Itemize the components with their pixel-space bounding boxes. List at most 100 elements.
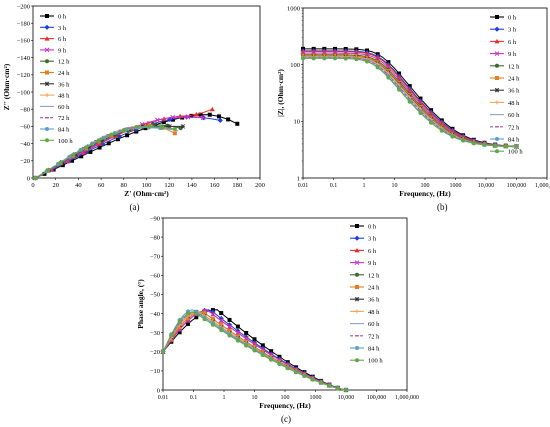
data-point: [269, 357, 274, 362]
x-axis-label: Frequency, (Hz): [259, 401, 311, 410]
x-tick-label: 200: [255, 182, 265, 189]
data-point: [155, 117, 160, 123]
legend-label: 9 h: [508, 51, 517, 58]
legend-marker: [495, 76, 499, 80]
legend-label: 72 h: [368, 333, 380, 340]
data-point: [185, 114, 191, 120]
legend-label: 48 h: [508, 100, 520, 107]
legend-marker: [355, 309, 359, 314]
data-point: [202, 317, 207, 322]
data-point: [439, 128, 444, 133]
data-point: [180, 124, 186, 129]
panel-a-nyquist: 0 20 40 60 80 100 120 140 160 180 200 0 −20 −40 −60 −80…: [2, 3, 265, 212]
x-tick-label: 1,000,000: [395, 395, 419, 401]
data-point: [147, 124, 152, 129]
data-point: [227, 333, 232, 338]
data-point: [260, 343, 265, 348]
y-tick-label: −80: [150, 234, 160, 241]
data-point: [327, 383, 332, 388]
data-point: [335, 386, 340, 391]
legend-label: 36 h: [58, 81, 70, 88]
data-point: [294, 370, 299, 375]
panel-b-bode-modulus: 0.01 0.1 1 10 100 1000 10,000 100,000 1,000,000 1…: [276, 5, 550, 212]
data-point: [235, 324, 240, 329]
legend-label: 48 h: [58, 93, 70, 100]
data-point: [194, 315, 199, 320]
data-point: [343, 56, 348, 61]
data-point: [172, 126, 177, 131]
legend-label: 36 h: [368, 297, 380, 304]
legend-label: 100 h: [368, 358, 383, 365]
data-point: [514, 144, 519, 149]
y-axis-label: Z'' (Ohm·cm²): [2, 63, 11, 110]
data-point: [397, 87, 402, 92]
legend-label: 9 h: [368, 260, 377, 267]
data-point: [45, 168, 50, 173]
data-point: [122, 127, 127, 132]
data-point: [177, 330, 182, 335]
legend-marker: [45, 127, 49, 131]
data-point: [226, 117, 231, 122]
data-point: [193, 111, 199, 117]
legend-label: 84 h: [368, 346, 380, 353]
data-point: [167, 116, 173, 123]
data-point: [269, 349, 274, 354]
legend-marker: [354, 260, 360, 265]
data-point: [235, 330, 241, 336]
legend-label: 6 h: [368, 248, 377, 255]
panel-label: (c): [281, 414, 291, 424]
x-axis-label: Frequency, (Hz): [399, 189, 451, 198]
data-point: [207, 112, 212, 117]
y-tick-label: −20: [20, 158, 30, 165]
legend-label: 0 h: [368, 224, 377, 231]
legend-marker: [45, 138, 49, 143]
legend-label: 3 h: [508, 27, 517, 34]
data-point: [210, 312, 216, 317]
data-point: [209, 106, 215, 112]
data-point: [170, 114, 176, 120]
data-point: [134, 124, 139, 129]
y-tick-label: −10: [150, 368, 160, 375]
data-point: [219, 322, 224, 327]
data-point: [219, 328, 224, 333]
legend-label: 60 h: [508, 112, 520, 119]
x-tick-label: 1,000,000: [535, 183, 550, 189]
y-tick-label: −20: [150, 349, 160, 356]
data-point: [143, 126, 148, 131]
data-point: [88, 149, 93, 154]
legend-label: 24 h: [58, 70, 70, 77]
data-point: [310, 377, 315, 382]
legend-marker: [495, 15, 499, 19]
legend-marker: [44, 47, 50, 53]
y-tick-label: 1: [297, 175, 300, 182]
data-point: [70, 158, 75, 163]
x-tick-label: 40: [75, 182, 82, 189]
data-point: [71, 152, 76, 157]
legend-label: 36 h: [508, 88, 520, 95]
data-point: [167, 124, 172, 129]
legend-marker: [354, 247, 360, 253]
data-point: [60, 163, 65, 168]
data-point: [153, 124, 159, 129]
x-tick-label: 140: [187, 182, 197, 189]
x-tick-label: 1000: [310, 395, 322, 401]
data-point: [84, 145, 89, 150]
data-point: [161, 349, 165, 354]
legend-label: 100 h: [58, 138, 73, 145]
legend-marker: [354, 235, 360, 241]
data-point: [33, 176, 38, 180]
legend-label: 100 h: [508, 149, 523, 156]
data-point: [177, 319, 182, 324]
y-tick-label: −160: [17, 38, 30, 45]
data-point: [216, 114, 221, 119]
y-tick-label: −30: [150, 330, 160, 337]
legend-marker: [354, 296, 360, 302]
data-point: [301, 56, 305, 61]
legend-marker: [495, 63, 499, 68]
x-tick-label: 10: [252, 395, 258, 401]
legend-label: 84 h: [58, 127, 70, 134]
y-tick-label: 10: [294, 119, 301, 126]
data-point: [482, 142, 487, 147]
legend-label: 84 h: [508, 137, 520, 144]
series-line: [35, 125, 176, 179]
